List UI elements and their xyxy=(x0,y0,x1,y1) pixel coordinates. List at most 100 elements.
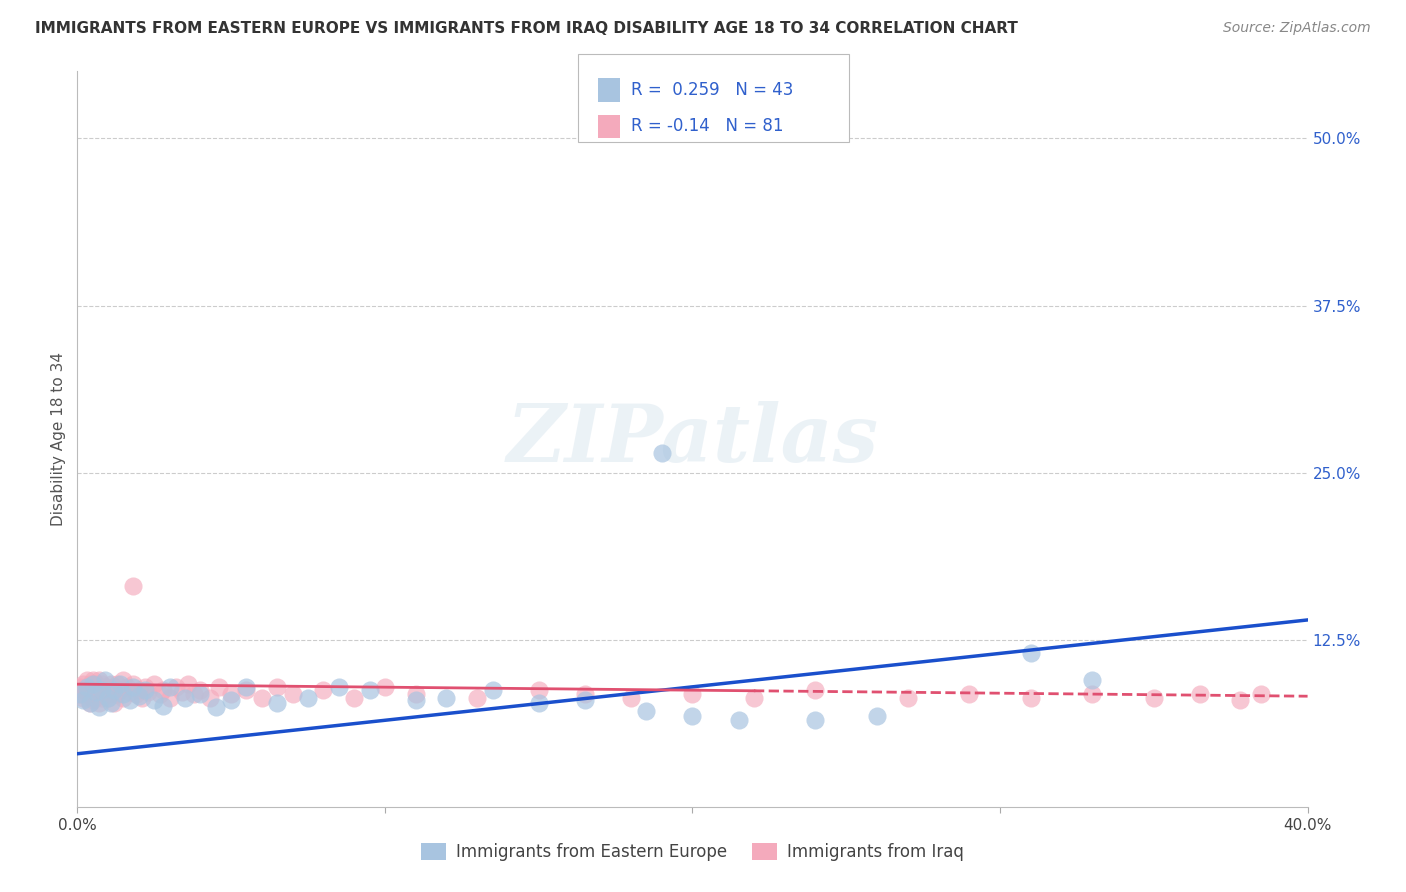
Point xyxy=(69,687,91,701)
Point xyxy=(100,696,122,710)
Point xyxy=(1081,687,1104,701)
Point xyxy=(97,682,120,697)
Point xyxy=(436,690,458,705)
Point xyxy=(103,696,125,710)
Point xyxy=(90,690,114,705)
Point xyxy=(328,680,350,694)
Point xyxy=(112,690,135,705)
Point xyxy=(72,693,94,707)
Point xyxy=(1229,693,1251,707)
Point xyxy=(250,690,273,705)
Point xyxy=(82,677,104,691)
Point xyxy=(112,673,135,688)
Text: R =  0.259   N = 43: R = 0.259 N = 43 xyxy=(631,81,793,99)
Point xyxy=(110,682,132,697)
Point xyxy=(134,680,156,694)
Point xyxy=(312,682,335,697)
Point xyxy=(804,714,827,728)
Point xyxy=(527,696,550,710)
Point xyxy=(69,687,91,701)
Point xyxy=(957,687,980,701)
Legend: Immigrants from Eastern Europe, Immigrants from Iraq: Immigrants from Eastern Europe, Immigran… xyxy=(420,843,965,862)
Point xyxy=(682,709,704,723)
Point xyxy=(105,687,128,701)
Point xyxy=(1081,673,1104,688)
Point xyxy=(134,682,156,697)
Point xyxy=(121,580,143,594)
Point xyxy=(1188,687,1211,701)
Point xyxy=(1019,646,1042,660)
Point xyxy=(152,682,174,697)
Point xyxy=(118,693,141,707)
Point xyxy=(219,687,242,701)
Point xyxy=(374,680,396,694)
Point xyxy=(110,677,132,691)
Point xyxy=(128,689,150,703)
Point xyxy=(87,699,110,714)
Point xyxy=(208,680,231,694)
Point xyxy=(72,677,94,691)
Point xyxy=(82,687,104,701)
Point xyxy=(136,685,159,699)
Y-axis label: Disability Age 18 to 34: Disability Age 18 to 34 xyxy=(51,352,66,526)
Point xyxy=(804,682,827,697)
Point xyxy=(121,677,143,691)
Point xyxy=(235,680,257,694)
Point xyxy=(82,673,104,688)
Point xyxy=(149,687,172,701)
Point xyxy=(682,687,704,701)
Point xyxy=(76,673,98,688)
Point xyxy=(94,687,117,701)
Point xyxy=(90,682,114,697)
Point xyxy=(100,687,122,701)
Point xyxy=(159,690,181,705)
Point xyxy=(82,680,104,694)
Point xyxy=(115,680,138,694)
Point xyxy=(636,704,658,718)
Point xyxy=(143,677,166,691)
Point xyxy=(297,690,319,705)
Point xyxy=(159,680,181,694)
Text: Source: ZipAtlas.com: Source: ZipAtlas.com xyxy=(1223,21,1371,36)
Point xyxy=(188,687,212,701)
Point xyxy=(343,690,366,705)
Point xyxy=(170,685,193,699)
Point xyxy=(481,682,503,697)
Point xyxy=(105,677,128,691)
Point xyxy=(188,682,212,697)
Text: ZIPatlas: ZIPatlas xyxy=(506,401,879,478)
Point xyxy=(1250,687,1272,701)
Point xyxy=(266,680,288,694)
Point xyxy=(72,682,94,697)
Point xyxy=(1019,690,1042,705)
Point xyxy=(87,696,110,710)
Point xyxy=(281,687,304,701)
Point xyxy=(131,690,153,705)
Point xyxy=(359,682,381,697)
Point xyxy=(183,687,205,701)
Point xyxy=(405,687,427,701)
Point xyxy=(742,690,765,705)
Point xyxy=(90,682,114,697)
Point xyxy=(84,682,107,697)
Point xyxy=(69,680,91,694)
Point xyxy=(235,682,257,697)
Point xyxy=(1143,690,1166,705)
Point xyxy=(87,673,110,688)
Point xyxy=(90,677,114,691)
Point xyxy=(94,673,117,688)
Point xyxy=(266,696,288,710)
Point xyxy=(79,677,101,691)
Point xyxy=(651,446,673,460)
Point xyxy=(97,690,120,705)
Point xyxy=(866,709,889,723)
Point xyxy=(79,696,101,710)
Text: R = -0.14   N = 81: R = -0.14 N = 81 xyxy=(631,117,783,136)
Point xyxy=(152,698,174,713)
Point xyxy=(620,690,643,705)
Point xyxy=(79,696,101,710)
Point xyxy=(76,685,98,699)
Point xyxy=(76,680,98,694)
Point xyxy=(527,682,550,697)
Point xyxy=(97,690,120,705)
